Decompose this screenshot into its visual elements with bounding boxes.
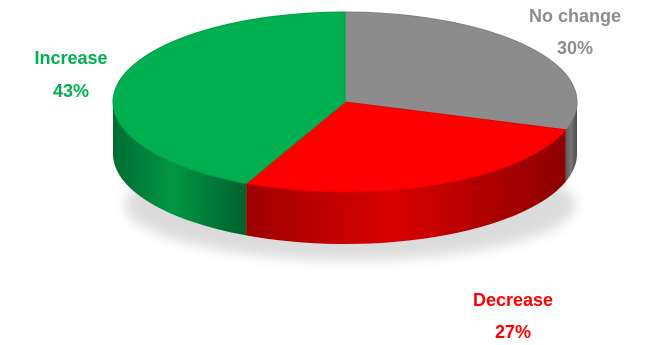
pie-side-decrease (246, 129, 566, 245)
pie-tops (112, 11, 578, 193)
slice-label-increase: Increase (34, 48, 107, 68)
pie-side-no-change (565, 102, 577, 182)
slice-value-increase: 43% (53, 81, 89, 101)
pie-side-increase (113, 102, 247, 236)
pie-slice-increase (112, 11, 346, 184)
pie-slice-decrease (245, 101, 567, 193)
pie-slice-no-change (344, 11, 578, 131)
slice-value-no-change: 30% (557, 38, 593, 58)
slice-label-decrease: Decrease (473, 290, 553, 310)
slice-label-no-change: No change (529, 6, 621, 26)
slice-value-decrease: 27% (495, 322, 531, 342)
pie-sides (113, 102, 577, 245)
